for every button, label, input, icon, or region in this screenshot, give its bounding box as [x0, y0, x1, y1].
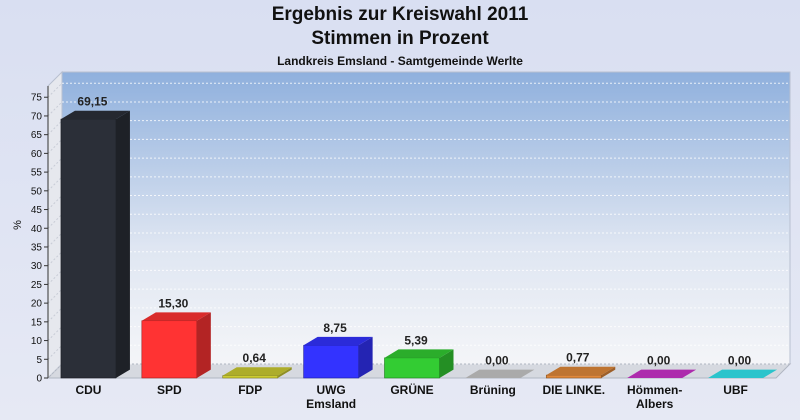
- bar-top: [303, 336, 373, 346]
- data-label: 0,00: [728, 354, 752, 368]
- x-tick-label: DIE LINKE.: [542, 383, 605, 397]
- y-tick-label: 70: [31, 111, 43, 122]
- data-label: 0,64: [243, 351, 267, 365]
- y-tick-label: 60: [31, 149, 43, 160]
- gridline: [47, 232, 63, 248]
- x-tick-label: FDP: [238, 383, 262, 397]
- gridline: [47, 251, 63, 267]
- y-tick-label: 40: [31, 224, 43, 235]
- gridline: [47, 344, 63, 360]
- y-tick-label: 45: [31, 205, 43, 216]
- gridline: [47, 139, 63, 154]
- data-label: 0,00: [485, 354, 509, 368]
- x-tick-label: UBF: [723, 383, 748, 397]
- data-label: 8,75: [323, 321, 347, 335]
- chart-subtitle: Stimmen in Prozent: [311, 28, 489, 49]
- gridline: [47, 195, 63, 210]
- y-tick-label: 30: [31, 261, 43, 272]
- x-tick-label: Brüning: [470, 383, 516, 397]
- y-tick-label: 10: [31, 336, 43, 347]
- bar-front: [545, 374, 602, 379]
- data-label: 0,00: [647, 354, 671, 368]
- x-tick-label: Albers: [636, 397, 674, 411]
- bar-side: [601, 366, 616, 378]
- chart-caption: Landkreis Emsland - Samtgemeinde Werlte: [277, 54, 523, 68]
- bar-side: [358, 336, 373, 378]
- bar-side: [196, 312, 211, 378]
- bar-front: [303, 344, 359, 379]
- gridline: [47, 363, 63, 379]
- bar-front: [384, 357, 440, 379]
- x-tick-label: SPD: [157, 383, 182, 397]
- gridline: [47, 176, 63, 192]
- gridline: [47, 120, 63, 136]
- gridline: [47, 270, 63, 285]
- y-tick-label: 0: [36, 374, 42, 385]
- y-tick-label: 15: [31, 317, 43, 328]
- x-tick-label: Hömmen-: [627, 383, 682, 397]
- y-tick-label: 75: [31, 93, 43, 104]
- x-tick-label: Emsland: [306, 397, 356, 411]
- data-label: 69,15: [77, 95, 107, 109]
- bar-top: [627, 369, 697, 378]
- bar-top: [465, 369, 535, 378]
- y-tick-label: 20: [31, 299, 43, 310]
- y-tick-label: 55: [31, 168, 43, 179]
- data-label: 5,39: [404, 333, 428, 347]
- y-tick-label: 50: [31, 186, 43, 197]
- gridline: [47, 82, 63, 98]
- x-tick-label: GRÜNE: [390, 382, 433, 397]
- x-tick-label: UWG: [316, 383, 345, 397]
- gridline: [47, 101, 63, 117]
- bar-side: [439, 349, 454, 378]
- bar-side: [115, 110, 130, 378]
- y-tick-label: 25: [31, 280, 43, 291]
- bar-top: [546, 366, 616, 376]
- bar-top: [222, 367, 292, 376]
- gridline: [47, 326, 63, 341]
- bar-top: [141, 312, 211, 321]
- gridline: [47, 288, 63, 304]
- bar-top: [384, 349, 454, 358]
- data-label: 15,30: [158, 296, 188, 310]
- y-axis-label: %: [12, 220, 24, 230]
- y-tick-label: 5: [36, 355, 42, 366]
- bar-front: [60, 118, 117, 379]
- y-tick-label: 65: [31, 130, 43, 141]
- gridline: [47, 307, 63, 323]
- side-wall: [47, 70, 63, 380]
- bar-top: [708, 369, 778, 378]
- data-label: 0,77: [566, 351, 590, 365]
- bar-top: [60, 110, 130, 120]
- bar-front: [222, 375, 279, 379]
- chart-title: Ergebnis zur Kreiswahl 2011: [271, 4, 529, 25]
- bar-front: [141, 320, 198, 379]
- bar-side: [277, 367, 292, 378]
- x-tick-label: CDU: [75, 383, 101, 397]
- gridline: [47, 213, 63, 229]
- plot-area: 0 5 10 15 20 25 30 35 40 45 50 55 60 65 70 75% 69,15 CDU 1…: [12, 70, 792, 411]
- gridline: [47, 157, 63, 173]
- y-tick-label: 35: [31, 242, 43, 253]
